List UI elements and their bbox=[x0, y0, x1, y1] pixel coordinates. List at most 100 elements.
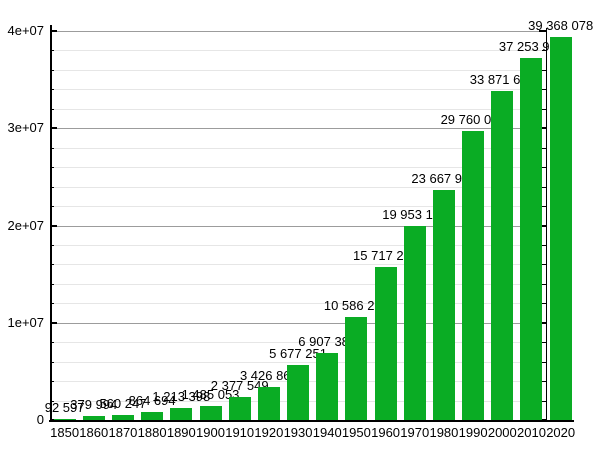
minor-gridline bbox=[50, 50, 546, 52]
y2-minor-tick bbox=[542, 69, 546, 71]
y-axis bbox=[50, 25, 52, 422]
y2-minor-tick bbox=[542, 50, 546, 52]
x-tick-label: 2000 bbox=[487, 425, 517, 440]
y-major-tick bbox=[50, 127, 57, 130]
major-gridline bbox=[50, 225, 546, 227]
y2-minor-tick bbox=[542, 342, 546, 344]
y2-major-tick bbox=[539, 224, 546, 227]
x-tick-label: 1860 bbox=[79, 425, 109, 440]
bar bbox=[316, 353, 339, 420]
bar bbox=[287, 365, 310, 420]
bar bbox=[462, 131, 485, 420]
x-tick-label: 1880 bbox=[137, 425, 167, 440]
y-major-tick bbox=[50, 30, 57, 32]
y2-major-tick bbox=[539, 30, 546, 32]
bar bbox=[520, 58, 543, 420]
y2-minor-tick bbox=[542, 381, 546, 383]
x-tick-label: 1970 bbox=[400, 425, 430, 440]
y2-minor-tick bbox=[542, 361, 546, 363]
bar bbox=[374, 267, 397, 420]
y-minor-tick bbox=[50, 167, 54, 169]
minor-gridline bbox=[50, 361, 546, 363]
y2-minor-tick bbox=[542, 303, 546, 305]
minor-gridline bbox=[50, 69, 546, 71]
minor-gridline bbox=[50, 89, 546, 91]
bar-value-label: 10 586 223 bbox=[323, 298, 389, 313]
bar-value-label: 39 368 078 bbox=[528, 18, 594, 33]
y2-minor-tick bbox=[542, 264, 546, 266]
bar-value-label: 6 907 387 bbox=[298, 334, 357, 349]
y-minor-tick bbox=[50, 361, 54, 363]
minor-gridline bbox=[50, 167, 546, 169]
bar-value-label: 379 994 bbox=[70, 397, 118, 412]
x-tick-label: 1890 bbox=[166, 425, 196, 440]
minor-gridline bbox=[50, 147, 546, 149]
bar-value-label: 92 597 bbox=[44, 400, 85, 415]
bar bbox=[432, 190, 455, 420]
y-major-tick bbox=[50, 224, 57, 227]
y-minor-tick bbox=[50, 69, 54, 71]
x-tick-label: 2010 bbox=[517, 425, 546, 440]
y2-minor-tick bbox=[542, 186, 546, 188]
y2-minor-tick bbox=[542, 147, 546, 149]
bar bbox=[82, 416, 105, 420]
x-tick-label: 1940 bbox=[312, 425, 342, 440]
bar bbox=[53, 419, 76, 420]
y-minor-tick bbox=[50, 89, 54, 91]
y2-minor-tick bbox=[542, 400, 546, 402]
y-tick-label: 1e+07 bbox=[7, 314, 44, 330]
bar bbox=[111, 415, 134, 420]
x-tick-label: 1930 bbox=[283, 425, 313, 440]
y-tick-label: 4e+07 bbox=[7, 23, 44, 38]
x-tick-label: 1920 bbox=[254, 425, 284, 440]
y-minor-tick bbox=[50, 147, 54, 149]
x-tick-label: 1850 bbox=[50, 425, 80, 440]
y-minor-tick bbox=[50, 342, 54, 344]
y2-major-tick bbox=[539, 127, 546, 130]
y-tick-label: 2e+07 bbox=[7, 217, 44, 233]
y-tick-label: 0 bbox=[36, 412, 44, 427]
x-tick-label: 1900 bbox=[196, 425, 225, 440]
major-gridline bbox=[50, 31, 546, 32]
y-major-tick bbox=[50, 321, 57, 324]
minor-gridline bbox=[50, 303, 546, 305]
bar bbox=[228, 397, 251, 420]
bar-value-label: 864 694 bbox=[128, 393, 176, 408]
y2-major-tick bbox=[539, 321, 546, 324]
bar-value-label: 3 426 861 bbox=[239, 368, 298, 383]
y-minor-tick bbox=[50, 206, 54, 208]
bar bbox=[403, 226, 426, 420]
x-tick-label: 1980 bbox=[429, 425, 459, 440]
bar-value-label: 1 213 398 bbox=[152, 389, 211, 404]
bar-value-label: 29 760 021 bbox=[440, 112, 506, 127]
y2-minor-tick bbox=[542, 206, 546, 208]
y2-minor-tick bbox=[542, 167, 546, 169]
x-tick-label: 2020 bbox=[546, 425, 576, 440]
bar bbox=[170, 408, 193, 420]
bar-value-label: 37 253 956 bbox=[498, 39, 565, 54]
minor-gridline bbox=[50, 283, 546, 285]
bar bbox=[257, 387, 280, 420]
y2-minor-tick bbox=[542, 89, 546, 91]
y2-minor-tick bbox=[542, 244, 546, 246]
y-minor-tick bbox=[50, 283, 54, 285]
minor-gridline bbox=[50, 108, 546, 110]
y-minor-tick bbox=[50, 264, 54, 266]
x-tick-label: 1910 bbox=[225, 425, 255, 440]
bar bbox=[491, 91, 514, 420]
x-tick-label: 1990 bbox=[458, 425, 488, 440]
y-tick-label: 3e+07 bbox=[7, 120, 44, 136]
x-tick-label: 1870 bbox=[108, 425, 138, 440]
bar bbox=[141, 412, 164, 420]
y-minor-tick bbox=[50, 400, 54, 402]
bar-value-label: 23 667 902 bbox=[411, 171, 477, 186]
bar bbox=[549, 37, 572, 420]
x-tick-label: 1960 bbox=[371, 425, 401, 440]
y2-minor-tick bbox=[542, 108, 546, 110]
y-minor-tick bbox=[50, 381, 54, 383]
bar-value-label: 19 953 134 bbox=[382, 207, 448, 222]
minor-gridline bbox=[50, 264, 546, 266]
bar-value-label: 5 677 251 bbox=[269, 346, 327, 361]
y-minor-tick bbox=[50, 303, 54, 305]
